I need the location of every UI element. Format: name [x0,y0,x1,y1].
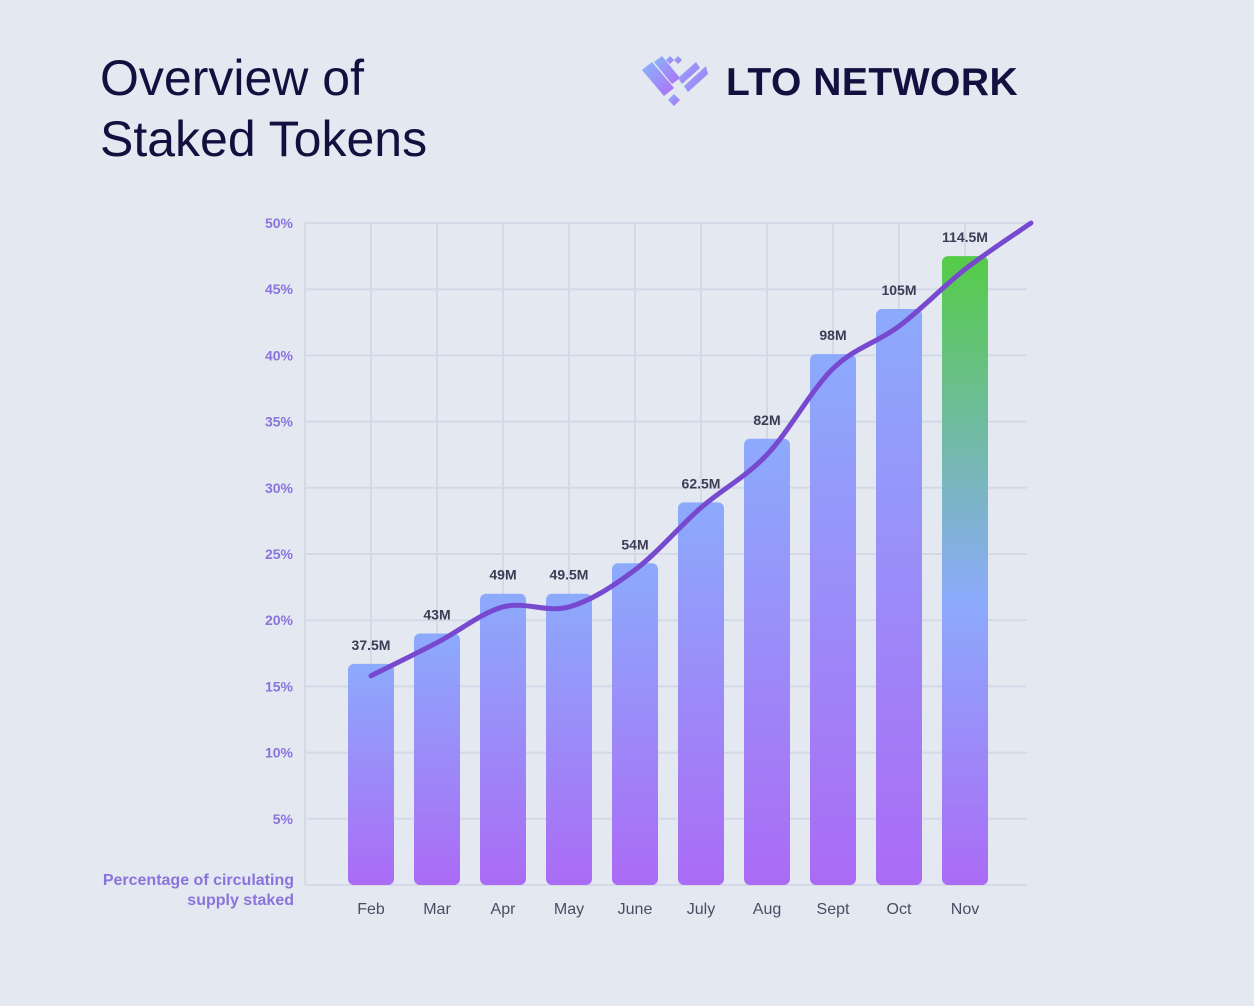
data-label: 37.5M [352,637,391,653]
data-label: 54M [621,536,648,552]
data-label: 105M [881,282,916,298]
trend-line [368,220,1034,679]
data-label: 98M [819,327,846,343]
y-tick-label: 50% [265,215,294,231]
y-tick-label: 30% [265,480,294,496]
x-tick-label: June [618,901,653,918]
data-label: 82M [753,412,780,428]
x-tick-label: Oct [887,901,912,918]
x-tick-label: Nov [951,901,979,918]
x-tick-label: Aug [753,901,781,918]
bar-sept [810,354,856,885]
x-tick-label: July [687,901,715,918]
data-label: 43M [423,606,450,622]
y-tick-label: 10% [265,745,294,761]
title-line-1: Overview of [100,50,364,106]
data-label: 49.5M [550,567,589,583]
bar-june [612,563,658,885]
title-line-2: Staked Tokens [100,111,428,167]
page-title: Overview of Staked Tokens [100,48,427,170]
y-tick-label: 5% [273,811,294,827]
y-tick-label: 45% [265,281,294,297]
x-tick-label: Mar [423,901,451,918]
data-label: 62.5M [682,475,721,491]
y-tick-label: 25% [265,546,294,562]
bar-may [546,593,592,885]
bar-july [678,502,724,885]
lto-logo-icon [642,56,708,106]
x-tick-label: Sept [817,901,850,918]
y-tick-label: 40% [265,347,294,363]
bar-feb [348,663,394,885]
y-tick-label: 15% [265,678,294,694]
x-tick-label: Feb [357,901,385,918]
brand: LTO NETWORK [640,52,1018,114]
y-tick-label: 35% [265,414,294,430]
bar-aug [744,438,790,885]
bar-mar [414,633,460,885]
x-tick-label: May [554,901,584,918]
bar-oct [876,309,922,885]
data-label: 114.5M [942,229,988,245]
data-label: 49M [489,567,516,583]
brand-name: LTO NETWORK [726,61,1019,104]
x-tick-label: Apr [491,901,517,918]
bar-nov [942,256,988,886]
y-axis-label: Percentage of circulating supply staked [102,872,294,909]
y-tick-label: 20% [265,612,294,628]
bar-apr [480,593,526,885]
